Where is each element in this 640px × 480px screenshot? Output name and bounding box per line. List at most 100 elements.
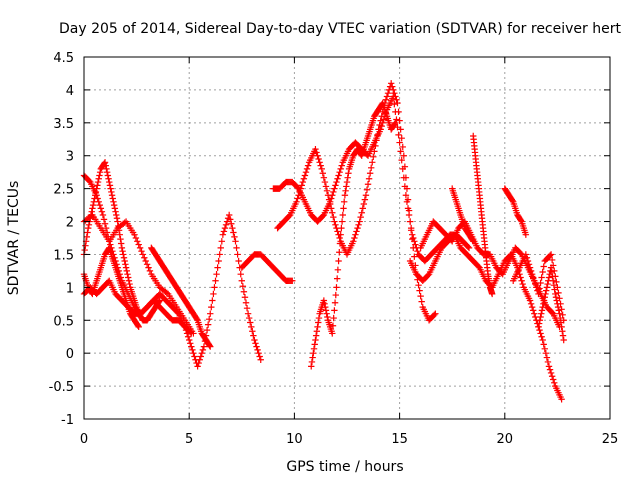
data-point: [392, 119, 399, 127]
data-point: [143, 261, 151, 268]
data-point: [538, 310, 545, 317]
series-track-m: [470, 132, 496, 298]
data-point: [554, 300, 561, 308]
data-point: [330, 314, 337, 322]
y-axis-label: SDTVAR / TECUs: [6, 181, 22, 296]
data-point: [517, 217, 525, 224]
x-tick-label: 10: [286, 432, 303, 447]
data-point: [343, 178, 351, 186]
data-point: [315, 319, 322, 326]
data-point: [402, 192, 410, 199]
data-point: [547, 264, 555, 271]
series-track-q: [535, 264, 567, 344]
data-point: [330, 188, 337, 196]
data-point: [111, 205, 119, 212]
data-point: [101, 159, 109, 166]
data-point: [240, 288, 248, 295]
data-point: [338, 224, 345, 232]
data-point: [206, 342, 213, 349]
data-point: [336, 249, 343, 256]
data-point: [89, 205, 96, 212]
data-point: [289, 277, 296, 284]
data-point: [112, 208, 119, 215]
data-point: [89, 201, 97, 209]
series-track-g: [238, 251, 296, 284]
data-point: [542, 349, 550, 357]
data-point: [389, 83, 396, 90]
data-point: [531, 277, 538, 284]
data-point: [395, 131, 402, 139]
data-point: [553, 278, 560, 286]
data-point: [401, 163, 409, 170]
data-point: [109, 195, 116, 202]
series-track-n: [449, 185, 477, 245]
data-point: [470, 238, 477, 245]
data-point: [83, 233, 91, 241]
data-point: [415, 281, 422, 289]
data-point: [548, 309, 556, 316]
data-point: [557, 314, 564, 322]
data-point: [94, 182, 101, 189]
data-point: [90, 198, 98, 205]
data-point: [134, 238, 141, 245]
data-point: [538, 333, 545, 340]
data-point: [355, 221, 362, 229]
data-point: [382, 96, 390, 103]
data-point: [356, 218, 363, 225]
data-point: [103, 165, 110, 173]
data-point: [253, 343, 260, 350]
data-point: [218, 238, 226, 245]
data-point: [234, 251, 241, 258]
data-point: [190, 349, 197, 357]
data-point: [552, 294, 560, 301]
data-point: [308, 363, 315, 370]
data-point: [365, 175, 373, 182]
data-point: [216, 251, 223, 258]
data-point: [526, 264, 534, 271]
data-point: [193, 315, 201, 323]
data-point: [85, 224, 92, 232]
data-point: [256, 353, 263, 360]
data-point: [301, 172, 309, 179]
data-point: [536, 317, 544, 324]
data-point: [311, 341, 318, 348]
data-point: [412, 241, 419, 248]
data-point: [375, 126, 382, 133]
data-point: [363, 186, 371, 193]
data-point: [217, 244, 224, 252]
data-point: [545, 274, 553, 281]
data-point: [526, 297, 534, 304]
data-point: [317, 162, 324, 169]
data-point: [120, 254, 128, 261]
data-point: [196, 356, 203, 363]
data-point: [338, 162, 345, 169]
data-point: [558, 323, 565, 331]
data-point: [214, 264, 221, 271]
data-point: [560, 336, 567, 344]
data-point: [557, 319, 565, 326]
data-point: [405, 207, 413, 214]
data-point: [312, 336, 319, 344]
data-point: [93, 185, 100, 192]
data-point: [400, 152, 408, 159]
data-point: [373, 137, 380, 144]
data-point: [118, 244, 126, 252]
series-track-i: [274, 80, 439, 324]
data-point: [527, 300, 535, 308]
data-point: [92, 188, 100, 196]
y-tick-label: 0: [66, 347, 74, 362]
data-point: [366, 170, 374, 177]
x-tick-label: 15: [391, 432, 408, 447]
data-point: [104, 172, 112, 179]
data-point: [391, 120, 398, 128]
y-tick-label: 2.5: [53, 183, 74, 198]
data-point: [558, 396, 565, 403]
axis-ticks: 0 5 10 15 20 25 -1 -0.5 0 0.5 1 1.5 2 2.5 3 3.5 4 4.5: [49, 51, 619, 447]
data-point: [390, 86, 397, 94]
data-point: [509, 197, 516, 204]
data-point: [376, 121, 383, 129]
data-point: [370, 153, 377, 161]
data-point: [541, 294, 548, 301]
data-point: [302, 168, 310, 176]
data-point: [257, 356, 264, 363]
